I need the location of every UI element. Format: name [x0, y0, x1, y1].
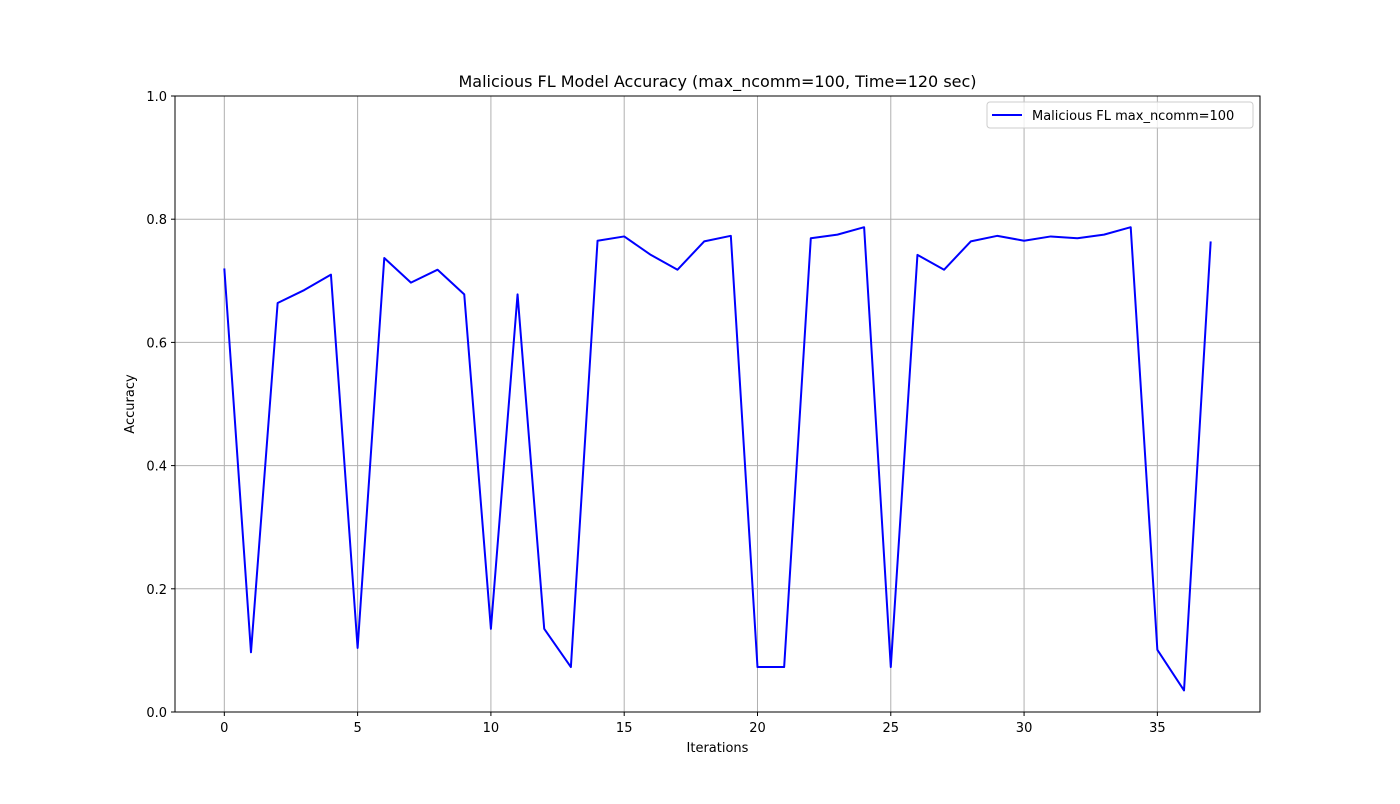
y-axis-label: Accuracy	[123, 374, 138, 434]
x-tick-label: 20	[749, 721, 766, 736]
y-tick-label: 0.8	[146, 213, 167, 228]
x-tick-label: 30	[1016, 721, 1033, 736]
y-tick-label: 1.0	[146, 90, 167, 105]
x-tick-label: 15	[616, 721, 633, 736]
legend: Malicious FL max_ncomm=100	[986, 101, 1254, 129]
series-layer	[223, 226, 1212, 692]
y-tick-label: 0.0	[146, 706, 167, 721]
x-tick-label: 35	[1149, 721, 1166, 736]
x-tick-label: 0	[220, 721, 228, 736]
y-tick-label: 0.6	[146, 336, 167, 351]
chart-title: Malicious FL Model Accuracy (max_ncomm=1…	[458, 72, 976, 92]
x-tick-label: 25	[883, 721, 900, 736]
legend-box	[986, 101, 1254, 129]
series-line	[223, 226, 1212, 692]
y-tick-label: 0.4	[146, 460, 167, 475]
axes-frame	[174, 95, 1261, 713]
legend-label: Malicious FL max_ncomm=100	[1032, 109, 1234, 124]
y-tick-label: 0.2	[146, 583, 167, 598]
x-tick-label: 10	[483, 721, 500, 736]
axis-ticks: 0 5 10 15 20 25 30 35 0.0 0.2 0.4 0.6 0.8 1.0	[146, 90, 1165, 736]
x-axis-label: Iterations	[687, 741, 749, 756]
x-tick-label: 5	[353, 721, 361, 736]
